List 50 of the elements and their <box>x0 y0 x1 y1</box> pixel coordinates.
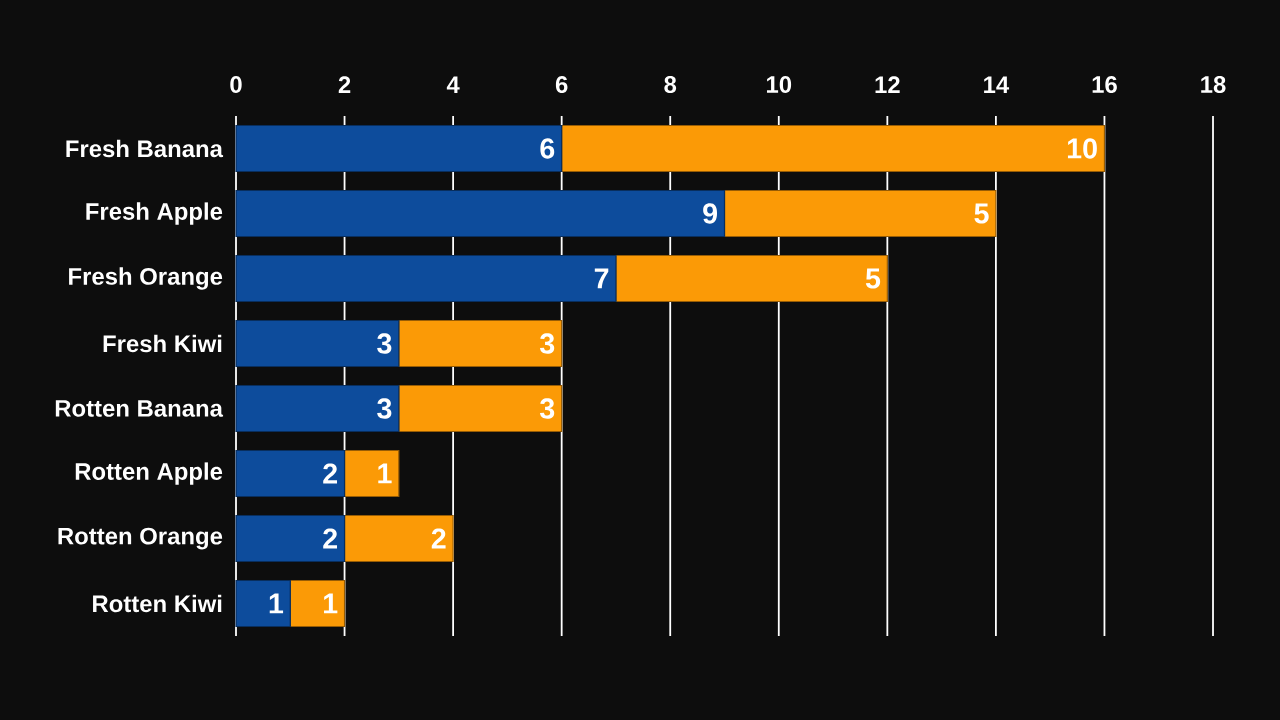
x-tick-label: 16 <box>1092 76 1117 93</box>
data-label: 5 <box>974 203 989 224</box>
x-tick-label: 4 <box>446 76 460 93</box>
data-label: 2 <box>323 463 338 484</box>
data-label: 3 <box>377 398 392 419</box>
bar <box>615 254 888 303</box>
data-label: 7 <box>594 268 609 289</box>
bar <box>235 189 726 238</box>
bar <box>235 124 563 173</box>
y-tick-label: Rotten Orange <box>58 527 223 550</box>
y-tick-label: Fresh Banana <box>66 139 224 158</box>
x-tick-label: 0 <box>230 76 242 93</box>
y-tick-label: Rotten Banana <box>55 400 224 417</box>
y-tick-label: Rotten Apple <box>75 462 223 485</box>
bar <box>235 254 617 303</box>
x-tick-label: 2 <box>338 76 351 93</box>
data-label: 3 <box>539 333 555 354</box>
data-label: 1 <box>378 463 392 484</box>
data-label: 1 <box>269 593 284 614</box>
data-label: 6 <box>540 138 555 159</box>
bar <box>561 124 1106 173</box>
y-tick-label: Rotten Kiwi <box>93 594 222 613</box>
y-tick-label: Fresh Apple <box>86 202 223 225</box>
bar <box>723 189 997 238</box>
data-label: 9 <box>703 203 718 224</box>
bar <box>398 384 563 433</box>
bar <box>235 384 400 433</box>
x-tick-label: 10 <box>766 76 792 93</box>
data-label: 2 <box>431 528 446 549</box>
data-label: 3 <box>539 398 555 419</box>
bar <box>398 319 563 368</box>
bar <box>235 319 400 368</box>
bar <box>289 579 346 628</box>
data-label: 10 <box>1067 138 1097 159</box>
x-tick-label: 14 <box>984 76 1010 93</box>
bar <box>235 514 346 563</box>
x-tick-label: 8 <box>664 76 677 93</box>
bar <box>343 449 400 498</box>
x-tick-label: 12 <box>875 76 900 93</box>
x-tick-label: 18 <box>1201 76 1226 93</box>
data-label: 2 <box>323 528 338 549</box>
x-tick-label: 6 <box>555 76 568 93</box>
data-label: 3 <box>377 333 392 354</box>
bar <box>343 514 454 563</box>
bar <box>235 579 291 628</box>
data-label: 1 <box>324 593 338 614</box>
data-label: 5 <box>865 268 881 289</box>
bar <box>235 449 346 498</box>
y-tick-label: Fresh Orange <box>69 267 223 290</box>
y-tick-label: Fresh Kiwi <box>103 334 222 353</box>
